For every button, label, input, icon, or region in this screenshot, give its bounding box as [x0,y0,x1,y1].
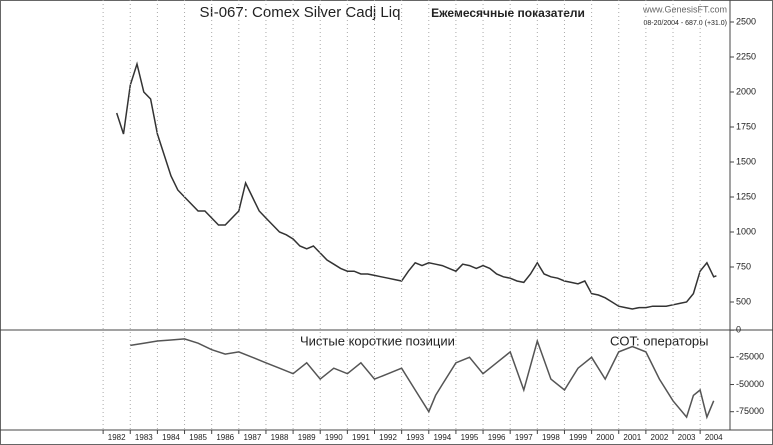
x-tick-label: 1992 [379,433,397,442]
x-tick-label: 1995 [461,433,479,442]
y-tick-label: -25000 [736,352,764,362]
x-tick-label: 1997 [515,433,533,442]
y-tick-label: 750 [736,261,751,271]
x-tick-label: 1986 [216,433,234,442]
y-tick-label: 2000 [736,86,756,96]
x-tick-label: 1984 [162,433,180,442]
y-tick-label: 1250 [736,191,756,201]
y-tick-label: 2500 [736,16,756,26]
y-tick-label: 1750 [736,121,756,131]
x-tick-label: 1989 [298,433,316,442]
source: www.GenesisFT.com [642,4,727,14]
x-tick-label: 1985 [189,433,207,442]
y-tick-label: 2250 [736,51,756,61]
data-line [130,338,715,420]
x-tick-label: 2004 [705,433,723,442]
x-tick-label: 1999 [569,433,587,442]
series-label: COT: операторы [610,333,709,348]
x-tick-label: 2002 [651,433,669,442]
x-tick-label: 2000 [596,433,614,442]
x-tick-label: 2001 [623,433,641,442]
y-tick-label: 1500 [736,156,756,166]
x-tick-label: 1983 [135,433,153,442]
panel-label: Чистые короткие позиции [300,333,455,348]
y-tick-label: -75000 [736,406,764,416]
x-tick-label: 1991 [352,433,370,442]
y-tick-label: -50000 [736,379,764,389]
chart-subtitle: Ежемесячные показатели [431,6,585,20]
x-tick-label: 1990 [325,433,343,442]
chart-title: SI-067: Comex Silver Cadj Liq [200,4,401,21]
x-tick-label: 1994 [433,433,451,442]
x-tick-label: 1982 [108,433,126,442]
y-tick-label: 0 [736,325,741,335]
last-quote: 08-20/2004 - 687.0 (+31.0) [644,20,727,27]
x-tick-label: 1996 [488,433,506,442]
data-line [115,61,717,310]
y-tick-label: 1000 [736,226,756,236]
x-tick-label: 2003 [678,433,696,442]
x-tick-label: 1993 [406,433,424,442]
x-tick-label: 1988 [271,433,289,442]
x-tick-label: 1998 [542,433,560,442]
y-tick-label: 500 [736,296,751,306]
x-tick-label: 1987 [243,433,261,442]
